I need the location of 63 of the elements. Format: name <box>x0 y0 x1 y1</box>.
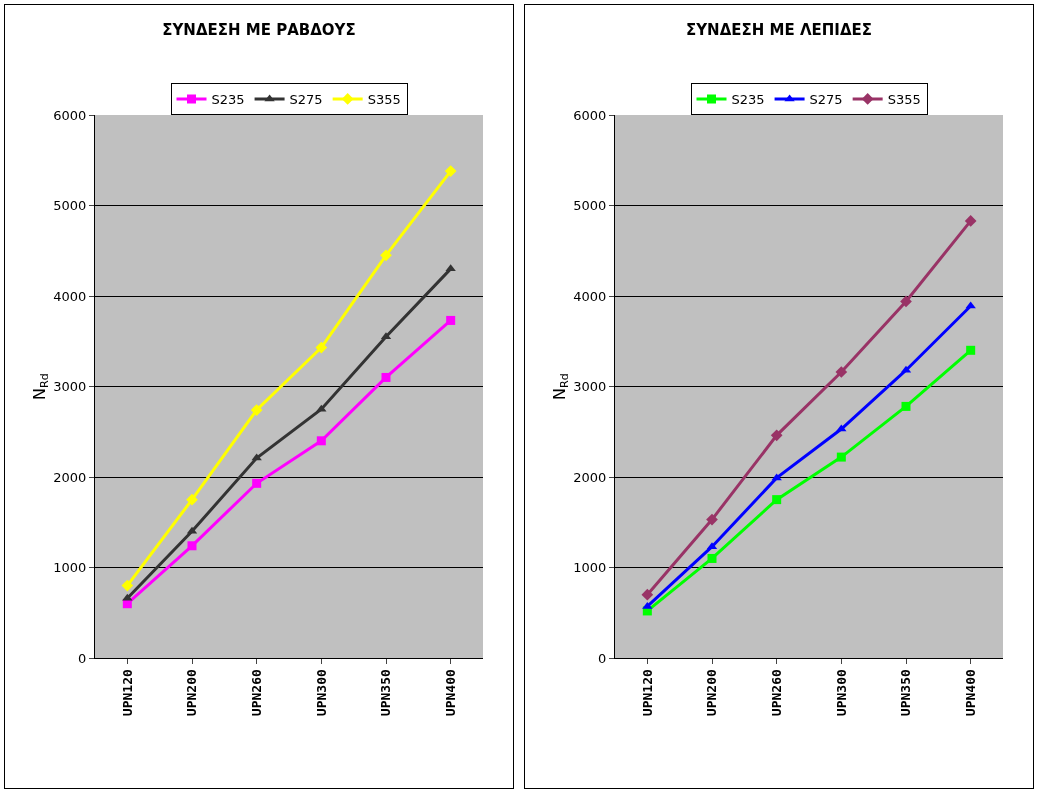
point <box>316 436 326 446</box>
point <box>900 295 912 308</box>
y-tick-label: 3000 <box>573 379 607 395</box>
point <box>251 453 262 461</box>
point <box>901 401 911 411</box>
legend-label: S275 <box>809 92 843 108</box>
y-tick-label: 6000 <box>573 107 607 123</box>
x-tick-label: UPN350 <box>898 669 914 717</box>
y-tick-label: 2000 <box>53 469 87 485</box>
point <box>966 345 976 355</box>
y-tick-label: 5000 <box>573 198 607 214</box>
x-tick-label: UPN300 <box>833 669 849 717</box>
point <box>315 341 328 354</box>
point <box>444 165 457 177</box>
point <box>965 301 976 309</box>
x-tick-label: UPN300 <box>313 669 329 717</box>
x-tick-label: UPN200 <box>184 669 200 717</box>
x-tick-label: UPN200 <box>704 669 720 717</box>
point <box>381 372 391 382</box>
y-tick-label: 0 <box>78 650 87 666</box>
x-tick-label: UPN120 <box>119 669 135 717</box>
point <box>770 429 783 442</box>
y-tick-label: 0 <box>598 650 607 666</box>
point <box>642 601 653 609</box>
point <box>250 404 263 416</box>
point <box>446 315 456 325</box>
point <box>252 478 262 488</box>
y-tick-label: 4000 <box>53 288 87 304</box>
point <box>186 493 198 506</box>
legend-label: S235 <box>731 92 765 108</box>
point <box>771 473 782 481</box>
y-tick-label: 2000 <box>573 469 607 485</box>
y-tick-label: 4000 <box>573 288 607 304</box>
point <box>836 452 846 462</box>
y-tick-label: 3000 <box>53 379 87 395</box>
x-tick-label: UPN260 <box>768 669 784 717</box>
x-tick-label: UPN400 <box>442 669 458 717</box>
legend-label: S355 <box>887 92 921 108</box>
x-tick-label: UPN350 <box>378 669 394 717</box>
point <box>964 215 977 227</box>
y-tick-label: 6000 <box>53 107 87 123</box>
legend-label: S275 <box>289 92 323 108</box>
y-tick-label: 1000 <box>53 560 87 576</box>
x-tick-label: UPN260 <box>248 669 264 717</box>
legend-label: S355 <box>367 92 401 108</box>
legend-label: S235 <box>211 92 245 108</box>
point <box>835 366 848 378</box>
point <box>122 593 133 601</box>
y-tick-label: 5000 <box>53 198 87 214</box>
point <box>641 588 654 601</box>
chart-title: ΣΥΝΔΕΣΗ ΜΕ ΛΕΠΙΔΕΣ <box>685 21 873 40</box>
point <box>707 553 717 563</box>
y-tick-label: 1000 <box>573 560 607 576</box>
x-tick-label: UPN120 <box>639 669 655 717</box>
point <box>445 264 456 272</box>
point <box>121 579 134 592</box>
x-tick-label: UPN400 <box>962 669 978 717</box>
point <box>187 541 197 551</box>
chart-title: ΣΥΝΔΕΣΗ ΜΕ ΡΑΒΔΟΥΣ <box>162 21 356 40</box>
point <box>772 495 782 505</box>
point <box>836 424 847 432</box>
point <box>380 249 392 262</box>
point <box>706 513 718 526</box>
